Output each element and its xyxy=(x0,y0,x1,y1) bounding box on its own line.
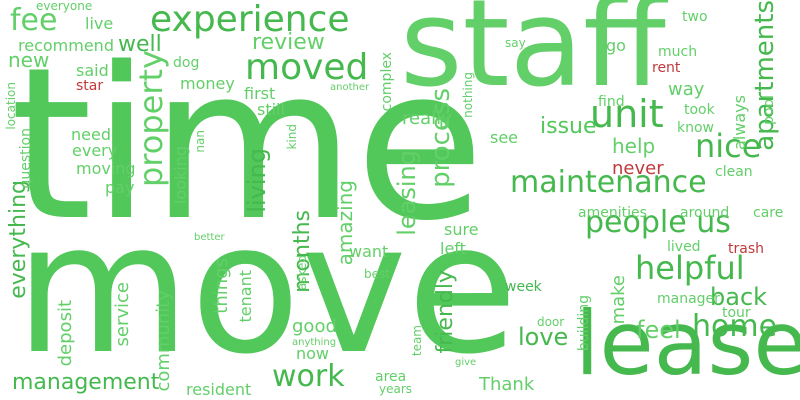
word-friendly: friendly xyxy=(433,270,458,354)
word-management: management xyxy=(12,370,160,395)
word-star: star xyxy=(76,78,104,94)
word-nothing: nothing xyxy=(461,72,475,118)
word-area: area xyxy=(375,369,407,385)
word-home: home xyxy=(692,309,778,344)
word-nice: nice xyxy=(695,127,762,165)
word-leasing: leasing xyxy=(393,150,421,236)
word-new: new xyxy=(8,48,50,72)
word-amenities: amenities xyxy=(578,205,647,221)
word-issue: issue xyxy=(540,114,597,139)
word-lived: lived xyxy=(667,239,701,255)
word-say: say xyxy=(505,36,526,50)
word-tenant: tenant xyxy=(236,270,255,323)
word-kind: kind xyxy=(285,124,299,150)
word-love: love xyxy=(518,323,569,351)
word-much: much xyxy=(658,44,698,60)
word-give: give xyxy=(455,357,477,368)
word-never: never xyxy=(612,158,664,179)
word-live: live xyxy=(85,14,114,33)
word-tour: tour xyxy=(722,305,751,321)
word-everyone: everyone xyxy=(36,0,93,13)
word-maintenance: maintenance xyxy=(510,165,707,200)
word-review: review xyxy=(252,30,325,55)
word-team: team xyxy=(410,325,424,357)
word-two: two xyxy=(682,9,708,25)
word-said: said xyxy=(76,61,109,80)
word-dog: dog xyxy=(173,55,200,71)
word-really: really xyxy=(402,108,452,129)
word-anything: anything xyxy=(292,337,337,348)
word-left: left xyxy=(440,239,466,258)
word-care: care xyxy=(753,205,784,221)
word-still: still xyxy=(257,100,285,119)
word-complex: complex xyxy=(379,52,395,112)
word-everything: everything xyxy=(6,180,31,299)
word-asked: asked xyxy=(295,255,309,291)
word-recommend: recommend xyxy=(18,36,114,55)
word-property: property xyxy=(132,50,170,187)
word-fee: fee xyxy=(10,3,58,38)
word-first: first xyxy=(244,84,276,103)
word-location: location xyxy=(4,82,18,130)
word-another: another xyxy=(330,82,370,93)
word-time: time xyxy=(10,22,485,267)
word-building: building xyxy=(576,295,592,352)
word-always: always xyxy=(730,95,749,150)
word-door: door xyxy=(537,315,565,329)
word-clean: clean xyxy=(715,164,753,180)
word-staff: staff xyxy=(400,0,666,114)
word-nan: nan xyxy=(193,130,207,153)
word-go: go xyxy=(606,36,626,55)
word-took: took xyxy=(684,102,715,118)
word-unit: unit xyxy=(590,92,664,136)
word-looking: looking xyxy=(171,146,190,205)
word-money: money xyxy=(180,74,235,93)
word-moved: moved xyxy=(245,47,369,88)
word-best: best xyxy=(364,267,390,281)
word-work: work xyxy=(272,359,345,394)
word-pool: pool xyxy=(761,95,777,125)
word-back: back xyxy=(710,283,768,311)
word-around: around xyxy=(680,205,730,221)
word-need: need xyxy=(71,125,111,144)
word-process: process xyxy=(426,88,456,188)
word-helpful: helpful xyxy=(635,249,745,287)
word-things: things xyxy=(211,258,232,314)
word-community: community xyxy=(153,290,174,392)
word-see: see xyxy=(490,128,519,147)
word-move: move xyxy=(15,185,518,394)
word-feel: feel xyxy=(636,316,681,344)
word-deposit: deposit xyxy=(55,300,76,367)
word-make: make xyxy=(608,275,629,325)
word-service: service xyxy=(112,282,133,347)
word-lease: lease xyxy=(575,292,800,395)
word-manager: manager xyxy=(657,291,720,307)
word-week: week xyxy=(505,279,542,295)
word-pay: pay xyxy=(105,178,135,197)
word-better: better xyxy=(194,232,225,243)
word-experience: experience xyxy=(150,0,350,40)
word-people-us: people us xyxy=(585,205,731,240)
word-resident: resident xyxy=(186,380,252,399)
word-rent: rent xyxy=(652,60,681,76)
word-want: want xyxy=(349,242,389,261)
word-thank: Thank xyxy=(479,374,535,395)
word-question: question xyxy=(18,128,34,189)
word-moving: moving xyxy=(76,159,136,178)
word-help: help xyxy=(612,134,656,158)
word-now: now xyxy=(296,344,330,363)
word-trash: trash xyxy=(728,241,764,257)
word-know: know xyxy=(677,120,714,136)
word-years: years xyxy=(379,382,413,396)
word-sure: sure xyxy=(444,220,479,239)
word-well: well xyxy=(118,32,162,57)
word-living: living xyxy=(243,148,271,213)
word-every: every xyxy=(72,141,118,160)
word-good: good xyxy=(292,316,337,337)
word-find: find xyxy=(598,94,625,110)
word-way: way xyxy=(668,79,705,100)
